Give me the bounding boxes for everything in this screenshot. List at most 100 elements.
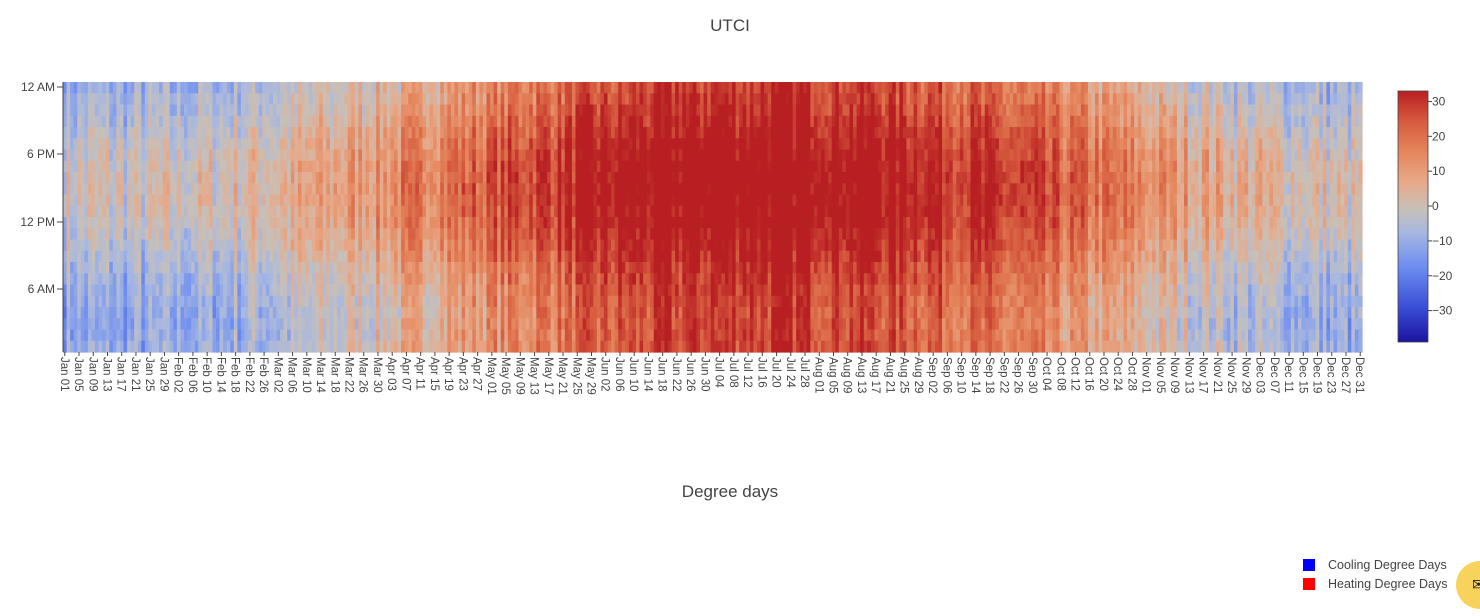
heatmap-cell bbox=[127, 149, 132, 162]
heatmap-cell bbox=[237, 239, 242, 252]
heatmap-cell bbox=[700, 138, 705, 151]
heatmap-cell bbox=[376, 239, 381, 252]
heatmap-cell bbox=[781, 127, 787, 139]
heatmap-cell bbox=[735, 127, 740, 139]
heatmap-cell bbox=[159, 284, 164, 297]
heatmap-cell bbox=[422, 82, 427, 94]
heatmap-cell bbox=[799, 93, 804, 106]
heatmap-cell bbox=[707, 284, 712, 297]
heatmap-cell bbox=[589, 295, 594, 308]
heatmap-cell bbox=[411, 284, 416, 297]
heatmap-cell bbox=[127, 250, 132, 263]
heatmap-cell bbox=[550, 239, 555, 252]
heatmap-cell bbox=[742, 194, 747, 207]
heatmap-cell bbox=[557, 115, 562, 128]
heatmap-cell bbox=[732, 104, 737, 117]
heatmap-cell bbox=[468, 318, 473, 331]
heatmap-cell bbox=[66, 183, 71, 196]
heatmap-cell bbox=[507, 284, 513, 297]
heatmap-cell bbox=[219, 307, 224, 319]
heatmap-cell bbox=[653, 239, 658, 252]
heatmap-cell bbox=[554, 138, 559, 151]
heatmap-cell bbox=[173, 284, 178, 297]
heatmap-cell bbox=[586, 318, 591, 331]
heatmap-cell bbox=[607, 217, 612, 229]
heatmap-cell bbox=[294, 262, 299, 274]
heatmap-cell bbox=[710, 318, 715, 331]
heatmap-cell bbox=[251, 295, 256, 308]
heatmap-cell bbox=[386, 340, 392, 353]
heatmap-cell bbox=[493, 205, 498, 218]
heatmap-cell bbox=[287, 115, 292, 128]
heatmap-cell bbox=[308, 318, 313, 331]
heatmap-cell bbox=[547, 104, 552, 117]
heatmap-cell bbox=[141, 183, 146, 196]
heatmap-cell bbox=[472, 217, 477, 229]
heatmap-cell bbox=[194, 183, 199, 196]
heatmap-cell bbox=[454, 228, 459, 241]
heatmap-cell bbox=[771, 295, 776, 308]
heatmap-cell bbox=[490, 239, 495, 252]
heatmap-cell bbox=[173, 205, 178, 218]
heatmap-cell bbox=[337, 183, 342, 196]
heatmap-cell bbox=[593, 115, 598, 128]
heatmap-cell bbox=[162, 228, 167, 241]
heatmap-cell bbox=[112, 307, 117, 319]
heatmap-cell bbox=[73, 273, 78, 286]
heatmap-cell bbox=[579, 228, 584, 241]
heatmap-cell bbox=[226, 307, 231, 319]
heatmap-cell bbox=[223, 160, 228, 173]
heatmap-cell bbox=[682, 183, 687, 196]
heatmap-cell bbox=[789, 295, 794, 308]
heatmap-cell bbox=[482, 149, 488, 162]
heatmap-cell bbox=[749, 183, 755, 196]
heatmap-cell bbox=[130, 250, 135, 263]
heatmap-cell bbox=[465, 318, 470, 331]
heatmap-cell bbox=[472, 273, 477, 286]
heatmap-cell bbox=[269, 183, 274, 196]
heatmap-cell bbox=[771, 340, 776, 353]
heatmap-cell bbox=[365, 93, 370, 106]
heatmap-cell bbox=[379, 273, 384, 286]
heatmap-cell bbox=[226, 284, 231, 297]
heatmap-cell bbox=[443, 115, 448, 128]
heatmap-cell bbox=[454, 194, 459, 207]
heatmap-cell bbox=[618, 228, 623, 241]
heatmap-cell bbox=[358, 340, 363, 353]
heatmap-cell bbox=[208, 250, 214, 263]
heatmap-cell bbox=[169, 138, 174, 151]
heatmap-cell bbox=[283, 307, 288, 319]
heatmap-cell bbox=[155, 194, 160, 207]
heatmap-cell bbox=[226, 138, 231, 151]
heatmap-cell bbox=[511, 307, 516, 319]
heatmap-cell bbox=[454, 127, 459, 139]
heatmap-cell bbox=[159, 239, 164, 252]
heatmap-cell bbox=[315, 172, 320, 184]
heatmap-cell bbox=[173, 228, 178, 241]
heatmap-cell bbox=[657, 295, 662, 308]
heatmap-cell bbox=[493, 329, 498, 342]
heatmap-cell bbox=[717, 172, 722, 184]
heatmap-cell bbox=[564, 239, 569, 252]
heatmap-cell bbox=[80, 329, 85, 342]
heatmap-cell bbox=[105, 284, 110, 297]
heatmap-cell bbox=[717, 149, 722, 162]
heatmap-cell bbox=[283, 194, 288, 207]
heatmap-cell bbox=[774, 295, 779, 308]
heatmap-cell bbox=[137, 160, 142, 173]
heatmap-cell bbox=[290, 239, 295, 252]
heatmap-cell bbox=[176, 318, 182, 331]
heatmap-cell bbox=[383, 329, 388, 342]
heatmap-cell bbox=[650, 239, 655, 252]
heatmap-cell bbox=[650, 93, 655, 106]
heatmap-cell bbox=[596, 194, 601, 207]
heatmap-cell bbox=[258, 104, 263, 117]
heatmap-cell bbox=[724, 183, 730, 196]
heatmap-cell bbox=[799, 205, 804, 218]
heatmap-cell bbox=[764, 340, 769, 353]
heatmap-cell bbox=[151, 284, 157, 297]
heatmap-cell bbox=[262, 273, 267, 286]
heatmap-cell bbox=[490, 307, 495, 319]
heatmap-cell bbox=[796, 205, 801, 218]
